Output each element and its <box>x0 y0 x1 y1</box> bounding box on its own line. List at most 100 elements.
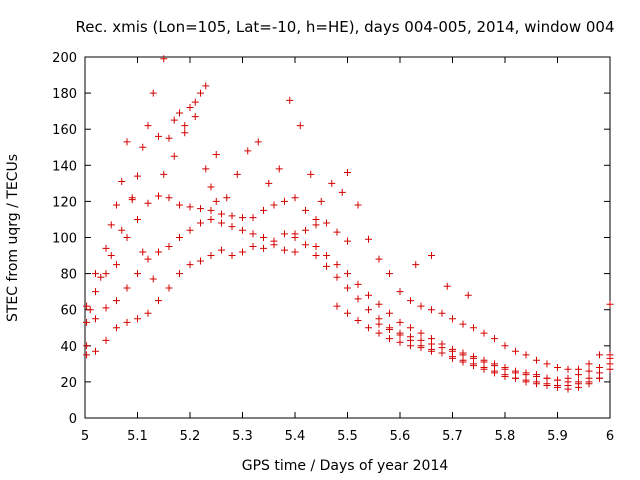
data-point <box>92 347 99 355</box>
data-point <box>86 306 94 314</box>
data-point <box>218 210 225 218</box>
data-point <box>375 255 383 263</box>
data-point <box>212 150 220 158</box>
data-point <box>102 304 110 312</box>
y-tick-label: 180 <box>52 87 77 102</box>
data-point <box>386 309 393 317</box>
data-point <box>585 360 593 368</box>
data-point <box>302 226 309 234</box>
data-point <box>176 234 183 241</box>
data-point <box>512 369 519 377</box>
data-point <box>564 365 572 373</box>
data-point <box>228 212 236 220</box>
data-point <box>307 170 315 178</box>
data-point <box>543 374 551 382</box>
data-point <box>155 248 162 256</box>
data-point <box>407 324 414 332</box>
data-point <box>191 113 199 121</box>
data-point <box>312 252 320 260</box>
data-point <box>428 347 435 355</box>
x-tick-label: 5.5 <box>337 429 358 444</box>
data-point <box>107 252 115 260</box>
data-point <box>417 329 425 337</box>
data-point <box>239 248 246 256</box>
data-point <box>155 192 162 200</box>
data-point <box>186 104 194 112</box>
data-point <box>197 205 204 213</box>
data-point <box>396 318 404 326</box>
data-point <box>344 284 351 292</box>
plot-border <box>84 56 611 419</box>
data-point <box>202 82 210 90</box>
data-point <box>202 165 210 173</box>
data-point <box>118 178 126 186</box>
data-point <box>97 273 105 281</box>
data-point <box>365 324 372 332</box>
data-point <box>596 363 603 371</box>
data-point <box>323 262 330 270</box>
data-point <box>165 134 173 142</box>
data-point <box>123 284 131 292</box>
x-axis-ticks: 5 5.1 5.2 5.3 5.4 5.5 5.6 5.7 5.8 5.9 6 <box>81 57 614 444</box>
data-point <box>386 335 393 343</box>
data-point <box>438 309 446 317</box>
data-point <box>270 241 278 249</box>
data-point <box>354 317 362 325</box>
data-point <box>265 179 273 187</box>
data-point <box>554 383 561 391</box>
data-point <box>317 197 325 205</box>
data-point <box>218 246 225 254</box>
data-point <box>407 342 414 350</box>
data-point <box>543 382 551 390</box>
data-point <box>512 347 519 355</box>
data-point <box>428 252 435 260</box>
data-point <box>197 257 204 265</box>
data-point <box>176 270 183 278</box>
data-point <box>186 226 194 234</box>
data-point <box>281 246 288 254</box>
data-point <box>123 234 131 241</box>
data-point <box>459 320 467 328</box>
data-point <box>354 280 362 288</box>
data-point <box>365 291 372 299</box>
data-point <box>83 318 91 326</box>
data-point <box>197 89 204 97</box>
data-point <box>491 362 498 370</box>
data-point <box>344 270 351 278</box>
data-point <box>417 336 425 344</box>
data-point <box>338 188 346 196</box>
data-point <box>606 300 614 308</box>
data-point <box>291 230 299 238</box>
data-point <box>428 340 435 348</box>
data-point <box>207 183 215 191</box>
data-point <box>118 226 126 234</box>
data-point <box>144 122 152 130</box>
data-point <box>176 109 183 117</box>
data-point <box>123 318 131 326</box>
data-point <box>102 336 110 344</box>
data-point <box>218 219 225 227</box>
data-point <box>501 365 509 373</box>
data-point <box>286 96 294 104</box>
y-tick-label: 0 <box>69 412 77 427</box>
data-point <box>176 201 183 209</box>
data-point <box>144 309 152 317</box>
x-tick-label: 5.3 <box>232 429 253 444</box>
data-point <box>522 371 530 379</box>
y-tick-label: 200 <box>52 51 77 66</box>
data-point <box>144 255 152 263</box>
x-axis-title: GPS time / Days of year 2014 <box>242 458 449 474</box>
data-point <box>134 215 141 223</box>
data-point <box>333 302 341 310</box>
data-point <box>170 152 178 160</box>
data-point <box>564 385 572 393</box>
y-axis-title: STEC from uqrg / TECUs <box>5 154 21 322</box>
data-point <box>375 300 383 308</box>
y-axis-ticks: 0 20 40 60 80 100 120 140 160 180 200 <box>52 51 610 427</box>
data-point <box>596 374 603 382</box>
data-point <box>449 315 456 323</box>
data-point <box>244 147 252 155</box>
data-point <box>302 206 309 214</box>
x-tick-label: 5.2 <box>180 429 201 444</box>
